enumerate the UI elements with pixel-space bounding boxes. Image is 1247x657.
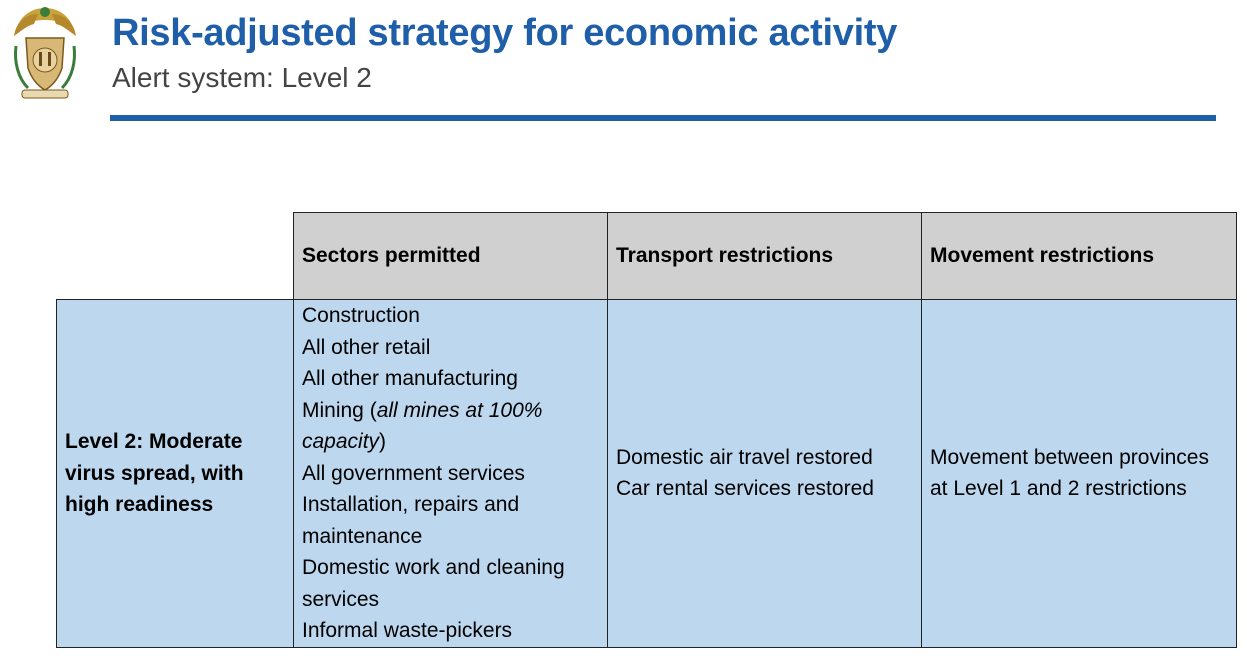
transport-item: Domestic air travel restored [616, 445, 873, 469]
sector-item: All government services [302, 461, 525, 485]
movement-cell: Movement between provinces at Level 1 an… [921, 299, 1237, 648]
column-header-transport: Transport restrictions [607, 212, 922, 300]
sector-item: Construction [302, 304, 420, 327]
alert-level-table: Sectors permitted Transport restrictions… [56, 212, 1237, 648]
sector-item: All other retail [302, 335, 431, 359]
level-label-cell: Level 2: Moderate virus spread, with hig… [56, 299, 294, 648]
transport-cell: Domestic air travel restored Car rental … [607, 299, 922, 648]
sector-item: Informal waste-pickers [302, 619, 513, 642]
movement-text: Movement between provinces at Level 1 an… [930, 445, 1209, 501]
coat-of-arms-icon [14, 7, 76, 99]
page-title: Risk-adjusted strategy for economic acti… [112, 12, 898, 54]
mining-note: all mines at 100% capacity [302, 398, 543, 454]
page-subtitle: Alert system: Level 2 [112, 62, 372, 93]
mining-prefix: Mining ( [302, 398, 377, 422]
table-corner-cell [56, 212, 294, 300]
sector-item: All other manufacturing [302, 367, 518, 390]
column-header-movement: Movement restrictions [921, 212, 1237, 300]
transport-item: Car rental services restored [616, 477, 874, 501]
mining-suffix: ) [379, 430, 387, 453]
sector-item-mining: Mining (all mines at 100% capacity) [302, 395, 599, 458]
level-label: Level 2: Moderate virus spread, with hig… [65, 430, 244, 516]
header-divider [110, 115, 1216, 121]
table-row: Level 2: Moderate virus spread, with hig… [56, 299, 1237, 648]
table-header-row: Sectors permitted Transport restrictions… [56, 212, 1237, 300]
sector-item: Domestic work and cleaning services [302, 556, 565, 611]
sector-item: Installation, repairs and maintenance [302, 493, 520, 548]
column-header-sectors: Sectors permitted [293, 212, 608, 300]
sectors-cell: Construction All other retail All other … [293, 299, 608, 648]
